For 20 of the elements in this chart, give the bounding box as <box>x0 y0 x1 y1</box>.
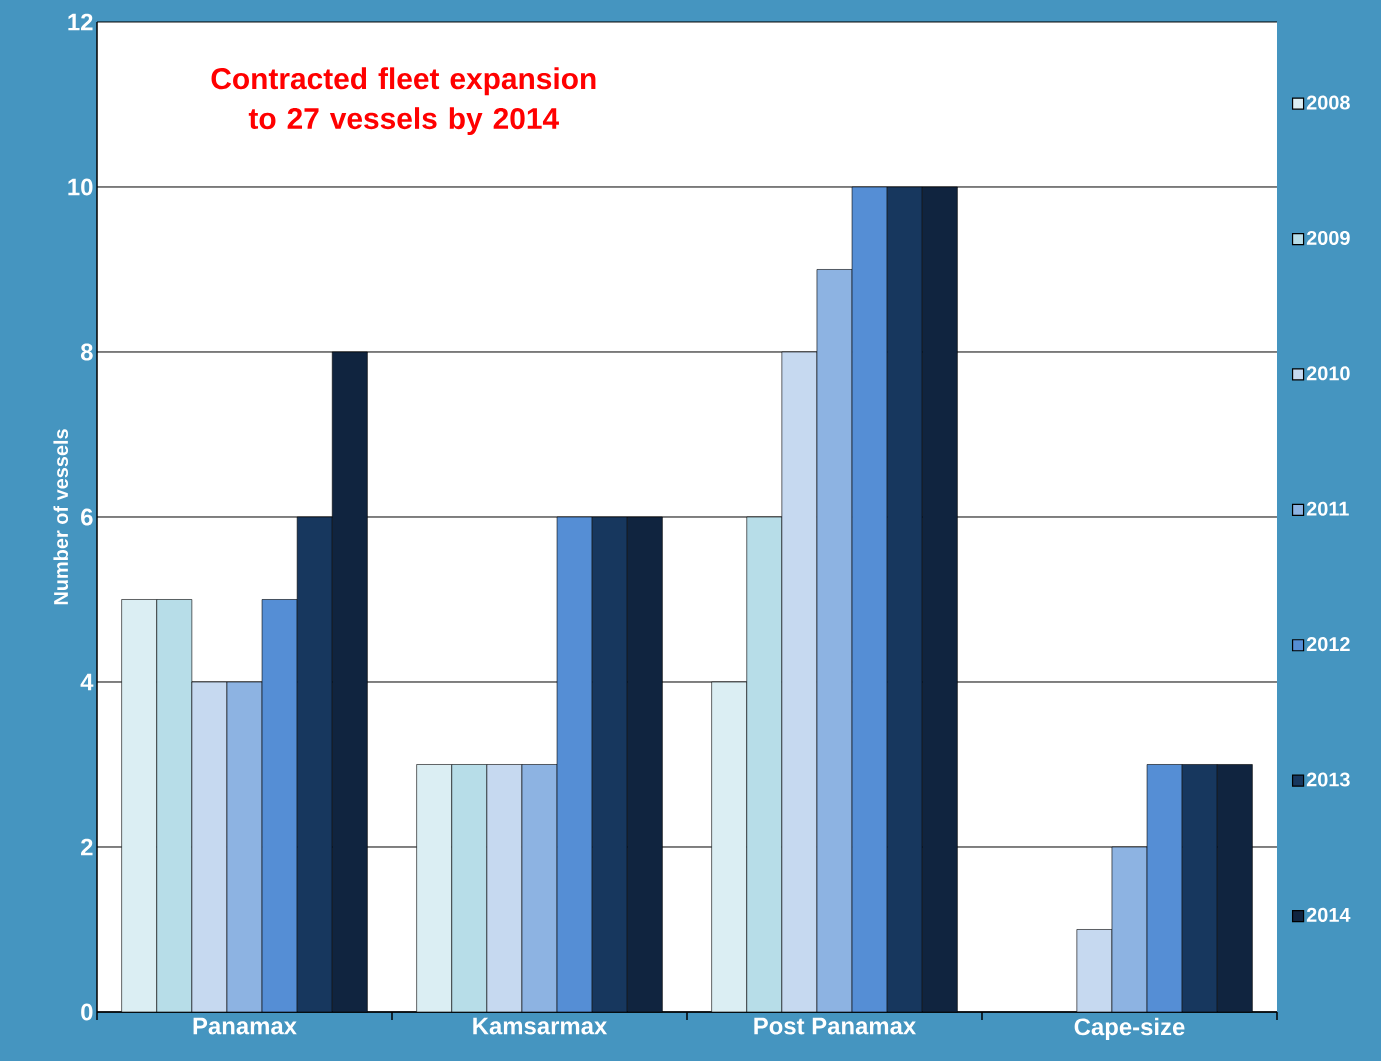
x-tick-label: Post Panamax <box>754 1017 917 1035</box>
y-tick-label: 2 <box>81 838 93 856</box>
legend-label: 2014 <box>1306 907 1351 922</box>
y-tick-label: 12 <box>68 13 93 31</box>
y-tick-label: 8 <box>80 343 93 361</box>
y-tick-label: 10 <box>68 178 93 196</box>
legend-label: 2013 <box>1306 772 1350 787</box>
legend-label: 2012 <box>1306 637 1350 652</box>
legend-label: 2010 <box>1306 366 1350 381</box>
x-tick-label: Panamax <box>193 1017 297 1035</box>
text: Contracted fleet expansion to 27 vessels by 2014 <box>211 67 596 136</box>
legend-label: 2011 <box>1306 501 1349 516</box>
x-tick-label: Cape-size <box>1074 1017 1185 1041</box>
legend-label: 2009 <box>1306 230 1350 245</box>
y-axis-title: Number of vessels <box>53 429 69 605</box>
y-tick-label: 0 <box>81 1003 93 1021</box>
y-tick-label: 6 <box>81 508 93 526</box>
legend-label: 2008 <box>1306 95 1350 110</box>
x-tick-label: Kamsarmax <box>473 1017 608 1035</box>
y-tick-label: 4 <box>80 673 94 691</box>
